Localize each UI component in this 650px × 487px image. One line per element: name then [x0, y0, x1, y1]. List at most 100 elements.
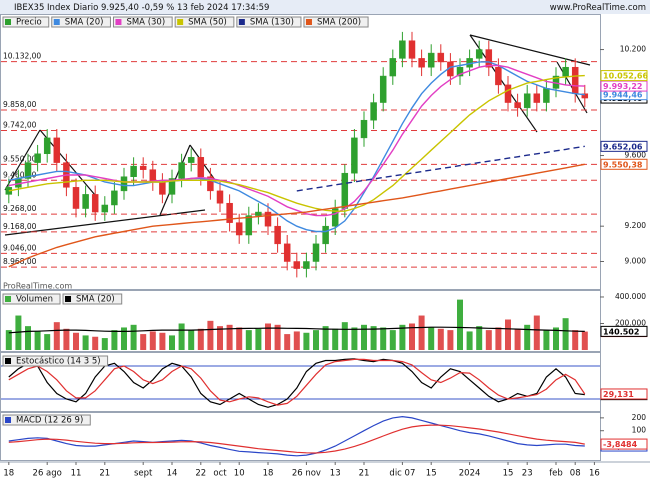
volume-bar — [293, 331, 300, 350]
candle-body — [341, 172, 349, 209]
volume-bar — [255, 328, 262, 350]
volume-bar — [178, 323, 185, 350]
volume-bar — [341, 322, 348, 350]
volume-bar — [389, 330, 396, 350]
volume-pane — [0, 290, 601, 352]
level-label: 9.460,00 — [3, 170, 37, 179]
header-site: www.ProRealTime.com — [550, 3, 646, 13]
value-label-box — [600, 140, 648, 152]
legend-box — [236, 16, 302, 28]
y-tick-label: 200.000 — [615, 318, 646, 327]
legend-box — [51, 16, 111, 28]
candle-body — [283, 243, 291, 262]
volume-bar — [207, 320, 214, 350]
candle-body — [72, 187, 80, 209]
series-line — [8, 326, 585, 334]
series-line — [8, 61, 585, 233]
legend-label: SMA (200) — [317, 18, 361, 28]
volume-bar — [121, 327, 127, 350]
x-tick-label: 26 ago — [33, 469, 62, 479]
volume-bar — [53, 322, 60, 350]
volume-bar — [351, 327, 358, 350]
legend-box — [2, 414, 91, 426]
volume-bar — [524, 324, 531, 350]
candle-body — [351, 137, 358, 174]
volume-bar — [572, 330, 579, 350]
volume-bar — [553, 327, 559, 350]
legend-box — [2, 16, 50, 28]
candle-body — [91, 194, 99, 213]
value-label: 140.502 — [603, 327, 639, 336]
candle-body — [562, 66, 569, 77]
volume-bar — [130, 324, 137, 350]
series-line — [8, 163, 585, 268]
legend-box — [174, 16, 235, 28]
candle-body — [389, 58, 397, 77]
volume-bar — [274, 324, 281, 350]
legend-swatch — [53, 19, 60, 25]
legend-label: SMA (50) — [188, 18, 227, 28]
y-tick-label: 9.600 — [625, 151, 647, 160]
volume-bar — [380, 327, 387, 350]
candle-body — [43, 137, 51, 155]
volume-bar — [63, 328, 70, 350]
series-line — [296, 145, 585, 192]
series-line — [8, 74, 585, 212]
pane-borders — [0, 14, 650, 463]
volume-bar — [169, 335, 175, 350]
candle-body — [139, 165, 147, 170]
volume-bar — [73, 332, 79, 350]
candle-body — [303, 261, 310, 269]
legend-swatch — [305, 19, 312, 25]
value-label-box — [600, 438, 648, 450]
candle-body — [418, 58, 425, 68]
legend-swatch — [238, 19, 245, 25]
legend-box — [112, 16, 173, 28]
value-label-box — [600, 158, 648, 170]
value-label: 10.052,66 — [603, 72, 648, 81]
candle-body — [331, 208, 339, 227]
volume-bar — [34, 331, 41, 350]
candle-body — [24, 162, 32, 179]
candle-body — [34, 153, 41, 163]
candle-body — [485, 49, 493, 68]
legend-swatch — [177, 19, 184, 25]
x-tick-label: dic 07 — [389, 469, 415, 479]
volume-bar — [44, 334, 51, 350]
volume-bar — [370, 326, 377, 350]
legend-swatch — [65, 296, 72, 302]
candle-body — [264, 211, 272, 227]
candle-body — [581, 93, 589, 99]
legend-swatch — [115, 19, 122, 25]
candle-body — [322, 225, 329, 245]
x-tick-label: 10 — [234, 469, 245, 479]
volume-bar — [332, 328, 339, 350]
volume-bar — [101, 338, 108, 350]
y-tick-label: 400.000 — [615, 292, 646, 301]
candle-body — [293, 261, 301, 269]
x-tick-label: 21 — [99, 469, 110, 479]
value-label: 9.944,46 — [603, 91, 643, 100]
candle-body — [53, 137, 61, 163]
level-label: 9.858,00 — [3, 100, 37, 109]
x-tick-label: 16 — [589, 469, 600, 479]
candle-body — [533, 93, 541, 103]
candle-body — [245, 215, 253, 236]
x-tick-label: 15 — [426, 469, 437, 479]
volume-bar — [485, 330, 492, 350]
volume-bar — [476, 326, 483, 350]
legend-box — [2, 355, 109, 367]
level-label: 9.550,00 — [3, 154, 37, 163]
volume-bar — [82, 335, 89, 350]
legend-box — [62, 293, 123, 305]
macd-pane — [0, 412, 601, 461]
candle-body — [475, 49, 483, 59]
volume-bar — [457, 299, 463, 350]
value-label: 29,131 — [603, 390, 634, 399]
volume-bar — [226, 324, 233, 350]
series-line — [8, 415, 585, 457]
candle-body — [120, 176, 128, 192]
y-tick-label: 10.200 — [620, 45, 646, 54]
y-tick-label: 100 — [632, 426, 647, 435]
pane-title: Estocástico (14 3 5) — [16, 357, 101, 367]
